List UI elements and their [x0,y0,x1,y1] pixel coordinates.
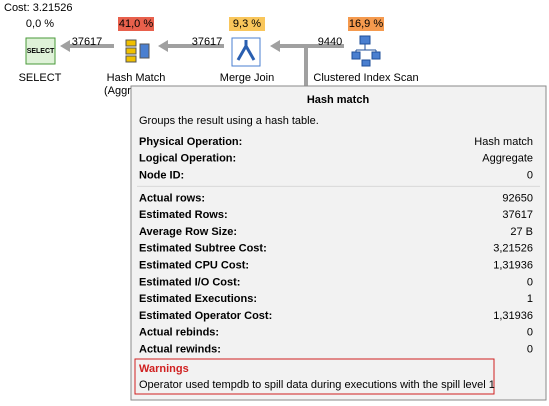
node-label: Hash Match [107,72,166,84]
index-scan-icon [351,35,381,67]
property-name: Estimated Executions: [139,293,257,305]
property-name: Node ID: [139,170,184,182]
tooltip-description: Groups the result using a hash table. [139,115,319,127]
plan-cost: Cost: 3.21526 [4,2,73,14]
node-percent: 16,9 % [349,18,383,30]
property-value: 1,31936 [493,310,533,322]
node-percent: 0,0 % [26,18,54,30]
property-name: Logical Operation: [139,153,236,165]
property-name: Actual rows: [139,192,205,204]
property-name: Actual rewinds: [139,344,221,356]
node-label: Clustered Index Scan [313,72,418,84]
warnings-title: Warnings [139,363,189,375]
warnings-box [134,358,495,395]
property-name: Physical Operation: [139,136,242,148]
property-value: Hash match [474,136,533,148]
svg-text:SELECT: SELECT [27,48,55,55]
percent-badge [118,17,154,31]
property-name: Estimated Operator Cost: [139,310,272,322]
row-count: 37617 [192,36,223,48]
property-value: 1 [527,293,533,305]
arrows [60,40,344,88]
warnings-text: Operator used tempdb to spill data durin… [139,379,495,391]
property-value: 0 [527,276,533,288]
property-value: 0 [527,170,533,182]
hash-match-icon [125,39,150,63]
property-name: Estimated Rows: [139,209,228,221]
property-name: Estimated Subtree Cost: [139,243,267,255]
property-value: 1,31936 [493,260,533,272]
node-label: SELECT [19,72,62,84]
node-percent: 41,0 % [119,18,153,30]
property-name: Estimated I/O Cost: [139,276,240,288]
property-value: 92650 [502,192,533,204]
property-value: 0 [527,344,533,356]
tooltip-title: Hash match [307,94,370,106]
merge-join-icon [231,37,261,67]
row-count: 37617 [72,36,103,48]
property-value: 37617 [502,209,533,221]
percent-badge [229,17,265,31]
tooltip [130,85,547,401]
select-icon: SELECT [25,37,56,65]
property-value: 0 [527,327,533,339]
percent-badge [348,17,384,31]
property-name: Estimated CPU Cost: [139,260,249,272]
row-count: 9440 [318,36,342,48]
property-name: Average Row Size: [139,226,237,238]
property-value: Aggregate [482,153,533,165]
property-name: Actual rebinds: [139,327,219,339]
node-label: Merge Join [220,72,274,84]
property-value: 3,21526 [493,243,533,255]
node-percent: 9,3 % [233,18,261,30]
property-value: 27 B [510,226,533,238]
